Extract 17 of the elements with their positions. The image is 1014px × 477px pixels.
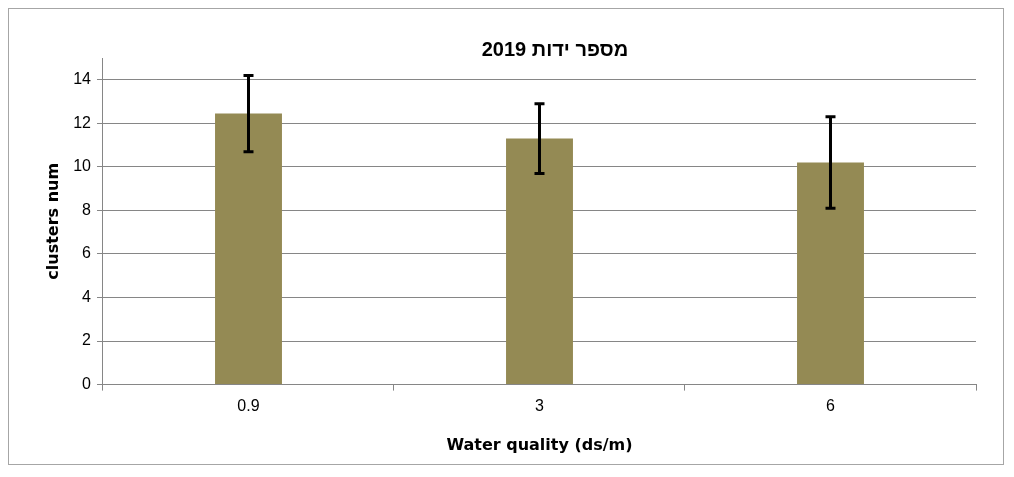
y-tick-label: 2 (82, 331, 92, 349)
x-axis-title: Water quality (ds/m) (446, 434, 633, 454)
y-tick-label: 0 (82, 375, 92, 393)
y-axis-title: clusters num (42, 162, 62, 280)
y-tick-label: 4 (82, 287, 92, 305)
x-tick-label: 6 (826, 396, 836, 414)
chart-title: מספר ידות 2019 (480, 38, 630, 61)
y-tick-label: 8 (82, 200, 92, 218)
bar (506, 138, 573, 385)
y-tick-label: 12 (73, 113, 92, 131)
bar (215, 113, 282, 385)
y-tick-label: 10 (73, 157, 92, 175)
x-tick-label: 0.9 (237, 396, 260, 414)
y-tick-label: 6 (82, 244, 92, 262)
bar (797, 162, 864, 385)
y-tick-label: 14 (73, 70, 92, 88)
x-tick-label: 3 (535, 396, 545, 414)
